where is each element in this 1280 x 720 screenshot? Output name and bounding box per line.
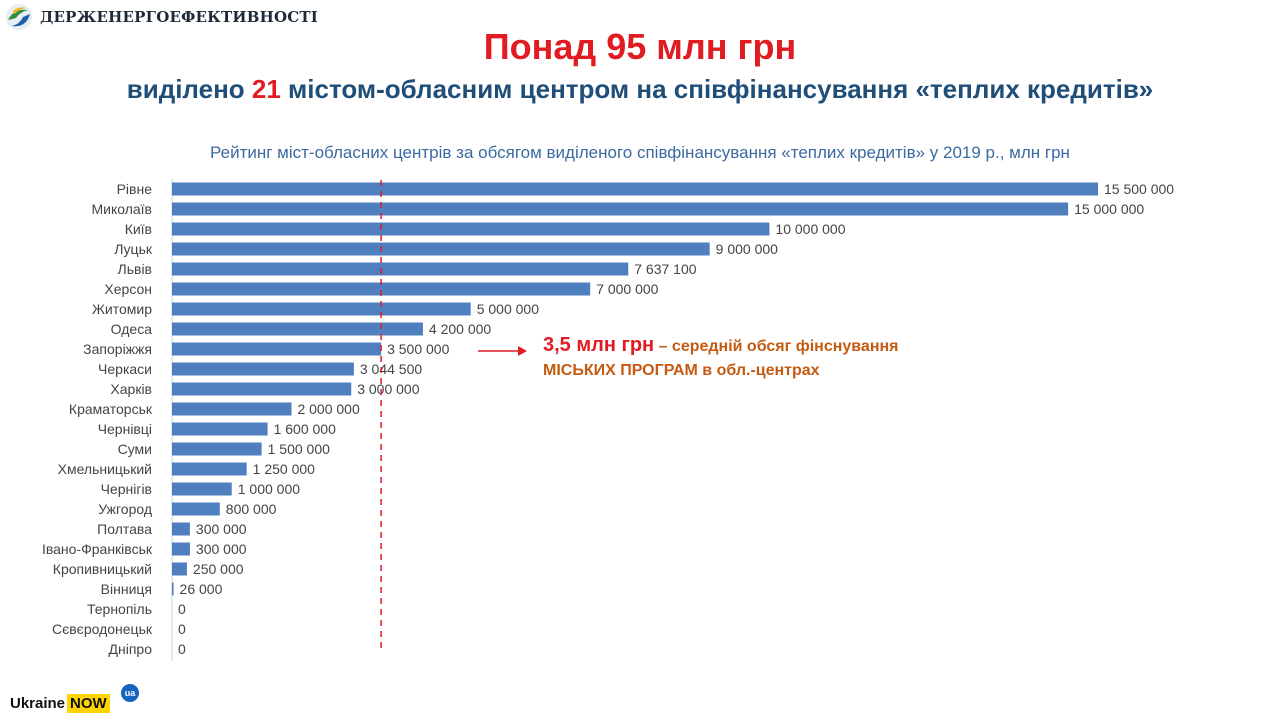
bar — [172, 582, 174, 596]
category-label: Запоріжжя — [83, 341, 152, 357]
bar — [172, 422, 268, 436]
category-label: Херсон — [104, 281, 152, 297]
data-label: 7 637 100 — [634, 261, 696, 277]
data-label: 250 000 — [193, 561, 244, 577]
data-label: 7 000 000 — [596, 281, 658, 297]
bar — [172, 282, 591, 296]
subtitle-highlight: 21 — [251, 74, 281, 104]
bar — [172, 542, 190, 556]
bar — [172, 442, 262, 456]
bar — [172, 562, 187, 576]
bar — [172, 322, 423, 336]
data-label: 3 000 000 — [357, 381, 419, 397]
category-label: Львів — [118, 261, 152, 277]
data-label: 1 500 000 — [268, 441, 330, 457]
data-label: 1 000 000 — [238, 481, 300, 497]
bar — [172, 482, 232, 496]
bar — [172, 222, 770, 236]
annotation-text-2: МІСЬКИХ ПРОГРАМ в обл.-центрах — [543, 362, 820, 379]
agency-name: ДЕРЖЕНЕРГОЕФЕКТИВНОСТІ — [40, 8, 318, 26]
annotation-text-1: – середній обсяг фінснування — [654, 338, 899, 355]
category-label: Івано-Франківськ — [42, 541, 153, 557]
data-label: 10 000 000 — [775, 221, 845, 237]
agency-logo: ДЕРЖЕНЕРГОЕФЕКТИВНОСТІ — [4, 2, 318, 32]
data-label: 3 500 000 — [387, 341, 449, 357]
category-label: Київ — [125, 221, 152, 237]
data-label: 300 000 — [196, 521, 247, 537]
category-label: Черкаси — [98, 361, 152, 377]
category-label: Житомир — [92, 301, 152, 317]
page-title: Понад 95 млн грн — [483, 26, 797, 67]
bar — [172, 202, 1069, 216]
data-label: 800 000 — [226, 501, 277, 517]
category-label: Чернівці — [98, 421, 152, 437]
subtitle-before: виділено — [126, 74, 252, 104]
category-label: Хмельницький — [58, 461, 152, 477]
bar — [172, 502, 220, 516]
bar — [172, 382, 352, 396]
category-label: Полтава — [97, 521, 152, 537]
data-label: 5 000 000 — [477, 301, 539, 317]
ukraine-now-word: Ukraine — [10, 695, 66, 712]
data-label: 2 000 000 — [297, 401, 359, 417]
bar — [172, 302, 471, 316]
right-arrow-icon — [478, 346, 527, 356]
data-label: 15 500 000 — [1104, 181, 1174, 197]
category-label: Тернопіль — [87, 601, 152, 617]
category-label: Дніпро — [109, 641, 153, 657]
chart-title: Рейтинг міст-обласних центрів за обсягом… — [210, 143, 1070, 162]
category-label: Суми — [118, 441, 152, 457]
page-subtitle: виділено 21 містом-обласним центром на с… — [0, 74, 1280, 105]
category-label: Рівне — [117, 181, 153, 197]
bar — [172, 522, 190, 536]
category-label: Кропивницький — [53, 561, 152, 577]
subtitle-after: містом-обласним центром на співфінансува… — [280, 74, 1154, 104]
data-label: 26 000 — [180, 581, 223, 597]
category-label: Чернігів — [101, 481, 152, 497]
bar — [172, 342, 382, 356]
bar — [172, 402, 292, 416]
data-label: 1 250 000 — [253, 461, 315, 477]
data-label: 0 — [178, 621, 186, 637]
category-label: Вінниця — [101, 581, 152, 597]
data-label: 0 — [178, 601, 186, 617]
ukraine-now-now: NOW — [67, 694, 110, 713]
average-annotation: 3,5 млн грн – середній обсяг фінснування… — [543, 333, 898, 383]
category-label: Луцьк — [114, 241, 153, 257]
ukraine-now-text: Ukraine NOW — [10, 694, 110, 713]
category-label: Сєвєродонецьк — [52, 621, 153, 637]
category-label: Краматорськ — [69, 401, 153, 417]
bar — [172, 462, 247, 476]
data-label: 300 000 — [196, 541, 247, 557]
category-label: Миколаїв — [91, 201, 152, 217]
ukraine-now-badge: ua — [121, 684, 139, 702]
data-label: 4 200 000 — [429, 321, 491, 337]
globe-swirl-icon — [6, 4, 32, 30]
annotation-value: 3,5 млн грн — [543, 334, 655, 356]
bar — [172, 182, 1098, 196]
category-label: Ужгород — [98, 501, 152, 517]
bar — [172, 262, 629, 276]
category-label: Одеса — [111, 321, 153, 337]
category-label: Харків — [110, 381, 152, 397]
bar — [172, 362, 354, 376]
data-label: 1 600 000 — [274, 421, 336, 437]
bar — [172, 242, 710, 256]
data-label: 15 000 000 — [1074, 201, 1144, 217]
data-label: 9 000 000 — [716, 241, 778, 257]
data-label: 3 044 500 — [360, 361, 422, 377]
data-label: 0 — [178, 641, 186, 657]
